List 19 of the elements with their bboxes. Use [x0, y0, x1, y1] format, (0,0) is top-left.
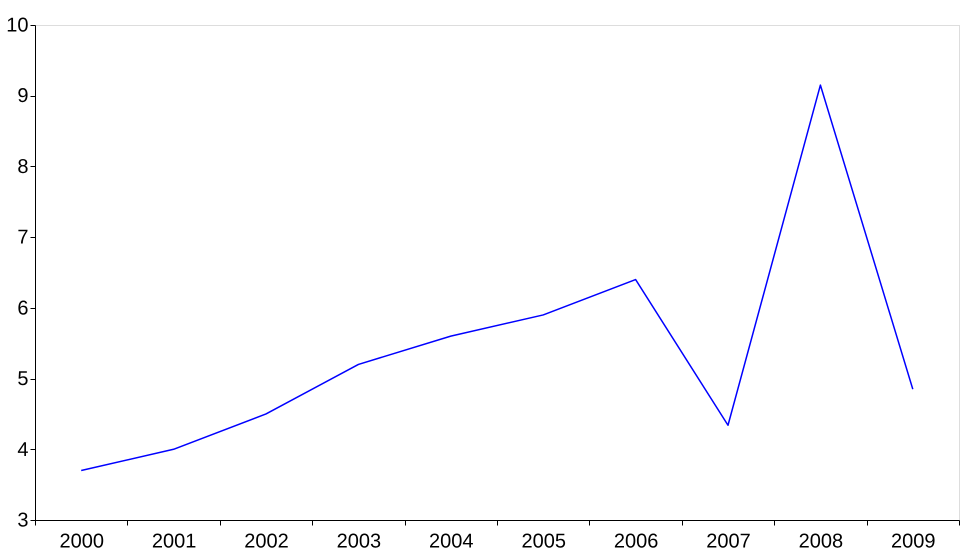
- y-tick-label: 3: [17, 510, 28, 532]
- x-tick-label: 2005: [521, 530, 566, 552]
- y-tick-label: 7: [17, 226, 28, 249]
- y-tick-label: 10: [6, 14, 28, 36]
- x-tick-label: 2003: [336, 530, 382, 552]
- x-tick-label: 2000: [59, 530, 104, 552]
- x-tick-label: 2008: [798, 530, 844, 552]
- x-tick-label: 2004: [429, 530, 474, 552]
- y-tick-label: 8: [17, 156, 28, 178]
- x-tick-label: 2001: [152, 530, 196, 552]
- y-tick-label: 5: [17, 368, 28, 390]
- x-tick-label: 2006: [614, 530, 658, 552]
- y-tick-label: 6: [17, 297, 28, 320]
- y-tick-label: 4: [17, 438, 28, 461]
- y-tick-label: 9: [17, 85, 28, 108]
- line-series: [80, 84, 914, 472]
- x-tick-label: 2002: [244, 530, 289, 552]
- x-tick-label: 2007: [706, 530, 751, 552]
- x-tick-label: 2009: [891, 530, 936, 552]
